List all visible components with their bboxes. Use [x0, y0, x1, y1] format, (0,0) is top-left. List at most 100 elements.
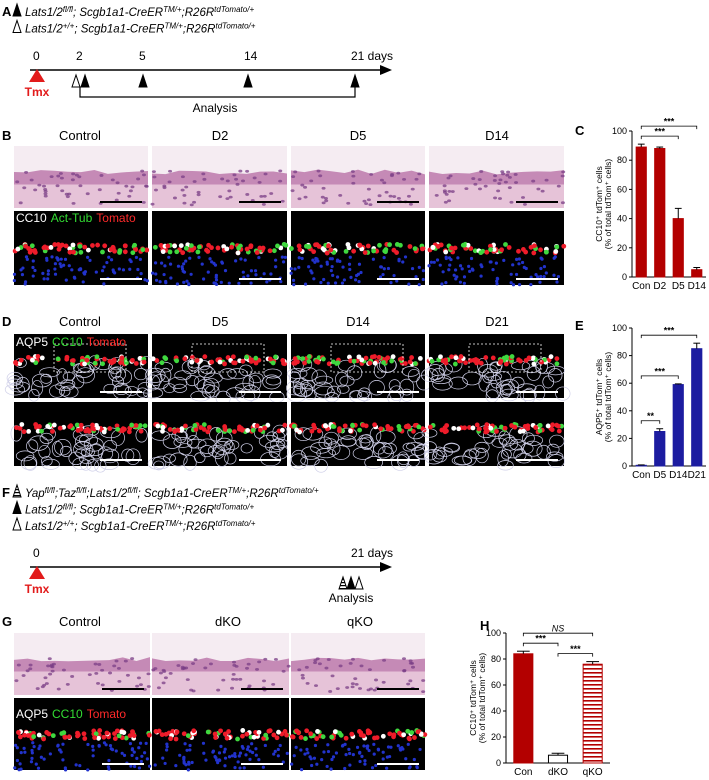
column-header: Control [59, 128, 101, 143]
nucleus [311, 258, 315, 262]
nucleus [351, 181, 356, 185]
cell [549, 427, 555, 433]
cell [372, 735, 377, 741]
nucleus [163, 676, 168, 680]
genotype-sup: fl/fl [76, 486, 86, 495]
alveolus [497, 450, 509, 467]
nucleus [358, 687, 363, 690]
nucleus [509, 200, 514, 204]
alveolus [163, 453, 176, 463]
cell [380, 733, 386, 739]
cell [123, 735, 129, 741]
alveolus [262, 374, 282, 390]
cell [63, 243, 69, 249]
nucleus [540, 189, 545, 193]
nucleus [124, 184, 129, 188]
nucleus [184, 666, 189, 670]
cell [347, 354, 352, 360]
cell [465, 242, 471, 248]
genotype-base: ; Scgb1a1-CreER [73, 505, 163, 517]
panel-label: F [2, 485, 10, 500]
genotype-sup: tdTomato/+ [214, 5, 254, 14]
nucleus [175, 282, 180, 286]
alveolus [194, 452, 206, 463]
cell [236, 245, 242, 251]
cell [160, 428, 165, 434]
cell [554, 356, 560, 361]
alveolus [173, 436, 193, 448]
nucleus [269, 272, 273, 276]
y-tick-label: 100 [612, 126, 627, 136]
nucleus [107, 758, 111, 763]
nucleus [257, 660, 262, 664]
nucleus [253, 269, 258, 273]
nucleus [365, 746, 369, 750]
cell [138, 428, 144, 434]
cell [458, 354, 464, 359]
cell [150, 356, 156, 362]
cell [202, 354, 208, 360]
y-tick-label: 40 [617, 406, 627, 416]
nucleus [138, 257, 142, 261]
cell [75, 730, 80, 736]
nucleus [182, 280, 186, 285]
stain-name: Act-Tub [51, 211, 93, 225]
nucleus [211, 750, 215, 754]
cell [205, 249, 211, 254]
nucleus [154, 272, 158, 276]
cell [484, 249, 490, 255]
nucleus [338, 664, 343, 668]
cell [413, 361, 418, 366]
genotype-base: ;R26R [246, 488, 279, 500]
nucleus [281, 760, 285, 764]
cell [97, 728, 103, 733]
cell [332, 729, 338, 735]
cell [174, 358, 180, 364]
nucleus [144, 184, 149, 188]
cell [159, 360, 165, 366]
genotype-sup: TM/+ [164, 519, 183, 528]
nucleus [300, 256, 304, 261]
nucleus [320, 758, 324, 762]
nucleus [23, 282, 27, 286]
nucleus [53, 267, 57, 271]
nucleus [182, 756, 186, 760]
nucleus [263, 172, 268, 176]
alveolus [183, 454, 197, 471]
alveolus [60, 379, 76, 389]
alveolus [360, 436, 374, 450]
cell [122, 426, 127, 432]
cell [453, 355, 459, 361]
nucleus [386, 266, 391, 271]
nucleus [38, 744, 42, 748]
alveolus [547, 454, 565, 468]
nucleus [382, 267, 386, 271]
cell [115, 426, 121, 432]
cell [401, 732, 407, 738]
significance-label: ** [647, 411, 655, 421]
nucleus [315, 762, 319, 766]
nucleus [114, 659, 119, 663]
nucleus [552, 256, 556, 260]
genotype-sup: fl/fl [63, 5, 73, 14]
nucleus [392, 273, 396, 278]
micrograph [289, 402, 433, 473]
alveolus [227, 368, 248, 380]
cell [499, 247, 504, 253]
nucleus [191, 662, 196, 665]
alveolus [318, 436, 333, 449]
alveolus [23, 455, 38, 471]
cell [416, 424, 422, 430]
nucleus [223, 268, 228, 273]
nucleus [87, 673, 92, 677]
nucleus [136, 177, 141, 181]
nucleus [134, 255, 139, 260]
genotype-icon [80, 73, 90, 88]
cell [326, 361, 332, 367]
cell [66, 734, 72, 740]
nucleus [64, 192, 69, 196]
nucleus [317, 662, 322, 666]
cell [191, 728, 197, 734]
nucleus [293, 170, 298, 174]
column-header: dKO [215, 614, 241, 629]
